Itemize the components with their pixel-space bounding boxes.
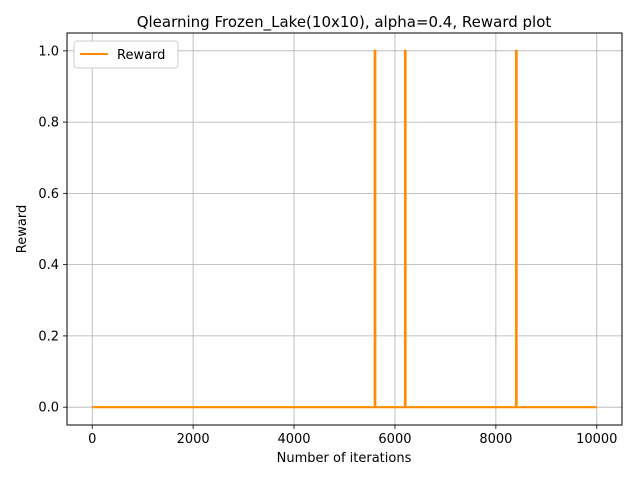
series-layer (92, 49, 597, 409)
y-tick-label: 1.0 (38, 44, 59, 59)
y-axis-title: Reward (15, 205, 30, 253)
legend-label: Reward (117, 48, 165, 63)
y-tick-label: 0.6 (38, 187, 59, 202)
series-line-reward (92, 49, 597, 409)
y-tick-label: 0.4 (38, 258, 59, 273)
x-tick-label: 8000 (479, 432, 512, 447)
chart-title: Qlearning Frozen_Lake(10x10), alpha=0.4,… (137, 13, 552, 32)
x-axis: 0 2000 4000 6000 8000 10000 (88, 425, 617, 447)
x-axis-title: Number of iterations (277, 451, 412, 466)
y-tick-label: 0.2 (38, 329, 59, 344)
x-tick-label: 0 (88, 432, 96, 447)
x-tick-label: 4000 (277, 432, 310, 447)
x-tick-label: 2000 (177, 432, 210, 447)
x-tick-label: 6000 (378, 432, 411, 447)
plot-frame (66, 32, 623, 426)
y-tick-label: 0.0 (38, 401, 59, 416)
y-axis: 0.0 0.2 0.4 0.6 0.8 1.0 (38, 44, 67, 416)
legend-box (73, 40, 179, 69)
x-tick-label: 10000 (576, 432, 617, 447)
y-tick-label: 0.8 (38, 116, 59, 131)
grid (67, 33, 622, 425)
legend: Reward (73, 40, 179, 69)
